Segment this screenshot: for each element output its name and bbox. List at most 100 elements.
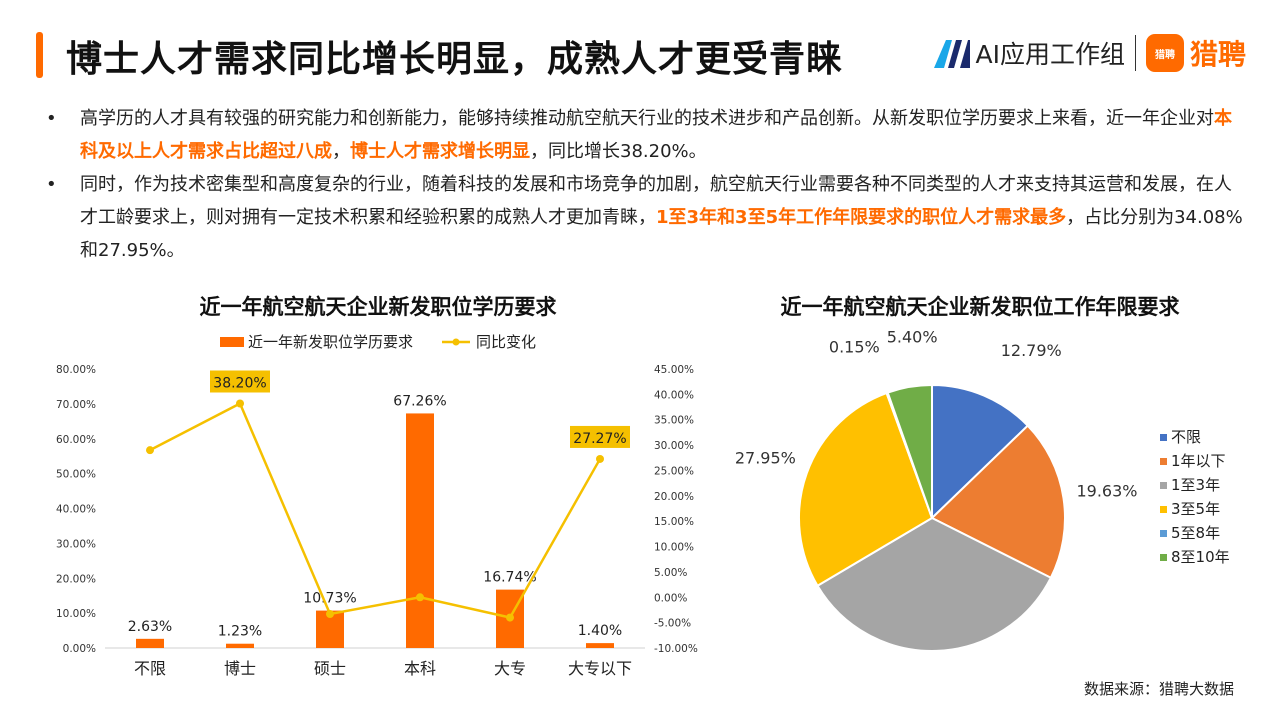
y-right-tick-label: 15.00% [654, 516, 694, 528]
pie-legend-swatch [1160, 482, 1167, 489]
pie-legend-label: 8至10年 [1171, 548, 1230, 566]
y-right-tick-label: 10.00% [654, 542, 694, 554]
bar [136, 638, 164, 648]
page-title: 博士人才需求同比增长明显，成熟人才更受青睐 [66, 39, 844, 80]
y-left-tick-label: 30.00% [56, 538, 96, 550]
line-point [506, 613, 514, 622]
bullet-2-part-1: 同时，作为技术密集型和高度复杂的行业，随着科技的发展和市场竞争的加剧，航空航天行… [80, 174, 1232, 228]
brand-divider [1134, 35, 1136, 71]
pie-value-label: 19.63% [1076, 481, 1137, 500]
line-callout-box [210, 370, 270, 393]
pie-slice [931, 383, 1030, 521]
bar-value-label: 2.63% [128, 619, 172, 635]
pie-legend-swatch [1160, 434, 1167, 441]
brand-ai-label: AI应用工作组 [975, 40, 1125, 69]
y-right-tick-label: -5.00% [654, 618, 691, 630]
x-tick-label: 硕士 [314, 659, 346, 678]
chart-legend: 近一年新发职位学历要求 同比变化 [220, 333, 536, 351]
y-left-tick-label: 70.00% [56, 399, 96, 411]
x-tick-label: 大专 [494, 659, 526, 678]
pie-legend-swatch [1160, 530, 1167, 537]
pie-value-label: 27.95% [735, 448, 796, 467]
pie-legend-swatch [1160, 506, 1167, 513]
y-left-tick-label: 20.00% [56, 573, 96, 585]
line-series [149, 401, 602, 619]
pie-legend-label: 1年以下 [1171, 452, 1226, 470]
x-tick-label: 博士 [224, 659, 256, 678]
y-left-tick-label: 60.00% [56, 434, 96, 446]
y-left-tick-label: 10.00% [56, 608, 96, 620]
pie-legend-swatch [1160, 554, 1167, 561]
y-right-tick-label: 30.00% [654, 440, 694, 452]
bar-value-label: 16.74% [483, 570, 536, 586]
line-value-label: 38.20% [213, 375, 266, 391]
x-tick-label: 不限 [134, 659, 166, 678]
bar-value-label: 1.40% [578, 623, 622, 639]
line-value-label: 27.27% [573, 431, 626, 447]
y-right-tick-label: 5.00% [654, 567, 687, 579]
line-point [416, 593, 424, 602]
pie-legend-label: 5至8年 [1171, 524, 1220, 542]
bullet-dot: • [46, 174, 57, 195]
bar-value-label: 1.23% [218, 624, 262, 640]
pie-chart-title: 近一年航空航天企业新发职位工作年限要求 [780, 295, 1180, 319]
pie-slice [886, 383, 933, 519]
line-point [326, 610, 334, 619]
y-right-tick-label: 20.00% [654, 491, 694, 503]
line-callout: 38.20% [210, 370, 270, 393]
pie-legend-label: 3至5年 [1171, 500, 1220, 518]
brand-area: AI应用工作组 猎聘 猎聘 [933, 30, 1246, 76]
bullet-dot: • [46, 108, 57, 129]
x-tick-label: 本科 [404, 659, 436, 678]
bar [586, 643, 614, 648]
pie-value-label: 12.79% [1001, 341, 1062, 360]
y-left-tick-label: 50.00% [56, 469, 96, 481]
y-right-tick-label: 0.00% [654, 592, 687, 604]
line-point [596, 454, 604, 463]
legend-line-label: 同比变化 [476, 333, 536, 351]
pie-slice [798, 391, 934, 588]
line-callout: 27.27% [570, 425, 630, 448]
legend-line-marker [452, 338, 460, 346]
bullet-1-part-1: 高学历的人才具有较强的研究能力和创新能力，能够持续推动航空航天行业的技术进步和产… [80, 108, 1214, 129]
bar [406, 413, 434, 648]
legend-bar-label: 近一年新发职位学历要求 [248, 333, 413, 351]
experience-pie-chart: 12.79%19.63%34.08%27.95%0.15%5.40%不限1年以下… [735, 330, 1230, 652]
pie-legend-swatch [1160, 458, 1167, 465]
y-left-tick-label: 0.00% [63, 643, 96, 655]
line-point [236, 399, 244, 408]
y-left-tick-label: 40.00% [56, 504, 96, 516]
liepin-logo-icon: 猎聘 [1145, 34, 1184, 72]
pie-legend: 不限 1年以下 1至3年 3至5年 5至8年 8至10年 [1160, 428, 1230, 566]
y-right-tick-label: -10.00% [654, 643, 698, 655]
pie-value-label: 0.15% [829, 337, 880, 356]
bar-value-label: 67.26% [393, 393, 446, 409]
bullet-item: • 同时，作为技术密集型和高度复杂的行业，随着科技的发展和市场竞争的加剧，航空航… [46, 168, 1246, 267]
pie-legend-label: 不限 [1171, 428, 1201, 446]
bullet-1-highlight-2: 博士人才需求增长明显 [350, 141, 530, 162]
bullet-2-part-2: ，占比分别为34.08%和27.95%。 [80, 207, 1243, 261]
bullet-2-highlight-1: 1至3年和3至5年工作年限要求的职位人才需求最多 [656, 207, 1067, 228]
y-right-tick-label: 25.00% [654, 465, 694, 477]
brand-liepin-label: 猎聘 [1189, 38, 1246, 71]
ai-logo-icon [933, 40, 970, 68]
education-bar-line-chart: 近一年新发职位学历要求 同比变化 0.00% 10.00% 20.00% 30.00% 40… [56, 333, 698, 678]
bullet-1-part-2: ， [332, 141, 350, 162]
x-tick-label: 大专以下 [568, 659, 632, 678]
title-accent-bar [36, 32, 43, 78]
bar [226, 643, 254, 648]
data-source-note: 数据来源：猎聘大数据 [1083, 680, 1234, 698]
pie-value-label: 5.40% [887, 330, 938, 347]
bullet-item: • 高学历的人才具有较强的研究能力和创新能力，能够持续推动航空航天行业的技术进步… [46, 102, 1246, 168]
y-right-tick-label: 35.00% [654, 415, 694, 427]
pie-legend-label: 1至3年 [1171, 476, 1220, 494]
legend-bar-swatch [220, 337, 244, 347]
bullet-1-highlight-1: 本科及以上人才需求占比超过八成 [80, 108, 1232, 162]
line-callout-box [570, 425, 630, 448]
y-right-tick-label: 45.00% [654, 364, 694, 376]
line-point [146, 446, 154, 455]
pie-slice [930, 424, 1066, 580]
bar-chart-title: 近一年航空航天企业新发职位学历要求 [199, 295, 557, 319]
y-right-tick-label: 40.00% [654, 389, 694, 401]
bullet-list: • 高学历的人才具有较强的研究能力和创新能力，能够持续推动航空航天行业的技术进步… [46, 102, 1246, 267]
